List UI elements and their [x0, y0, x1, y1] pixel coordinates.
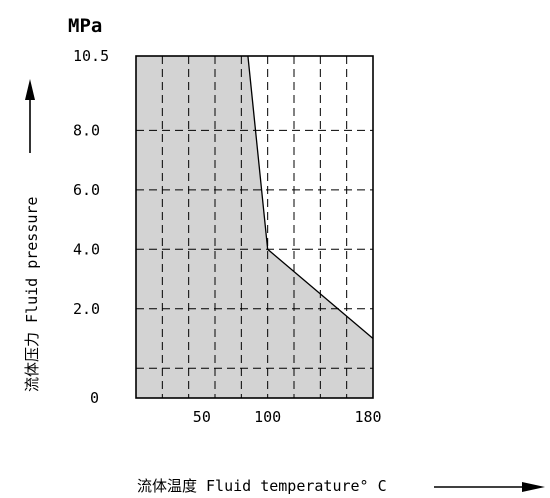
operating-region	[136, 56, 373, 398]
plot-frame	[135, 55, 374, 399]
x-axis-title: 流体温度 Fluid temperature° C	[137, 477, 387, 495]
y-tick-label: 8.0	[73, 121, 100, 139]
y-tick-label: 6.0	[73, 181, 100, 199]
y-tick-label: 2.0	[73, 300, 100, 318]
y-axis-arrow-head	[25, 79, 35, 100]
grid-lines	[136, 56, 373, 398]
y-tick-labels: 10.5 8.0 6.0 4.0 2.0 0	[73, 47, 109, 407]
y-tick-label: 10.5	[73, 47, 109, 65]
pressure-temperature-boundary	[247, 55, 374, 340]
x-tick-labels: 50 100 180	[193, 408, 382, 426]
y-tick-label: 0	[90, 389, 99, 407]
x-tick-label: 50	[193, 408, 211, 426]
x-axis-arrow-head	[522, 482, 545, 492]
y-axis-title: 流体压力 Fluid pressure	[23, 197, 41, 392]
y-tick-label: 4.0	[73, 240, 100, 258]
x-tick-label: 100	[254, 408, 281, 426]
x-tick-label: 180	[354, 408, 381, 426]
y-unit-label: MPa	[68, 15, 102, 37]
